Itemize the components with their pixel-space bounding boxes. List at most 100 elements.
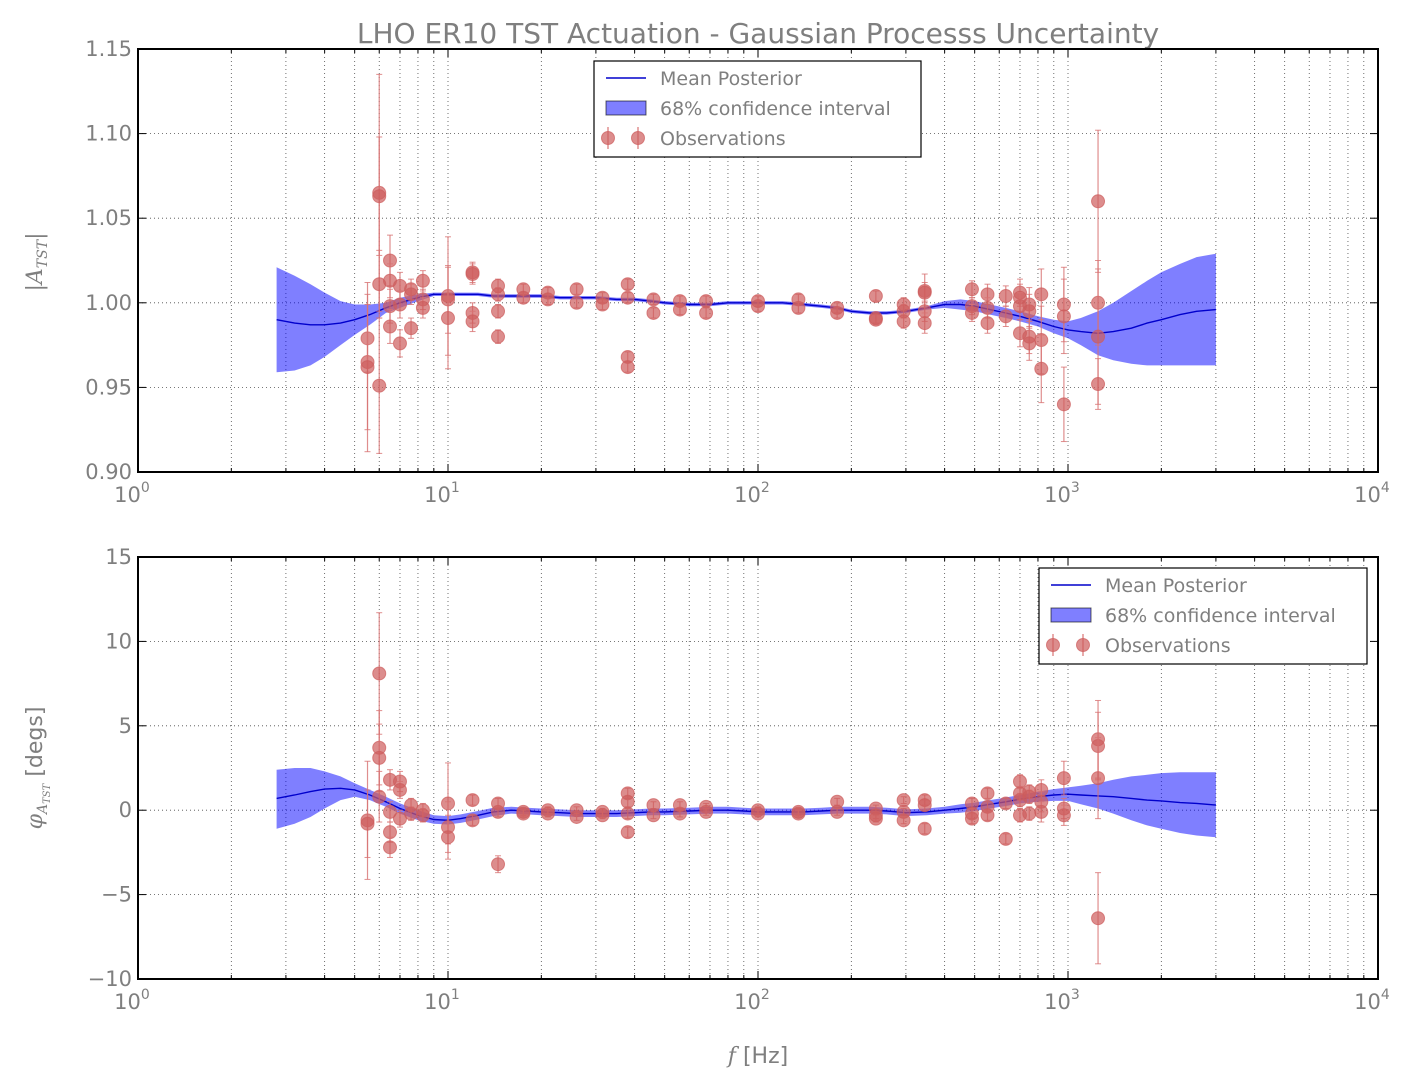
marker	[998, 309, 1013, 324]
marker	[964, 305, 979, 320]
observation-point	[415, 297, 430, 319]
legend-entry: 68% confidence interval	[660, 98, 891, 120]
plot-area	[276, 73, 1216, 454]
marker	[917, 316, 932, 331]
observation-point	[751, 806, 765, 821]
y-tick-label: 1.15	[85, 37, 132, 61]
observation-point	[980, 786, 995, 801]
svg-text:φATST [degs]: φATST [degs]	[23, 707, 53, 830]
marker	[791, 806, 806, 821]
marker	[1022, 304, 1037, 319]
observation-point	[465, 793, 480, 808]
observation-point	[980, 808, 995, 823]
observation-point	[1091, 358, 1106, 410]
observation-point	[646, 305, 661, 320]
marker	[917, 285, 932, 300]
y-tick-label: 0.95	[85, 375, 132, 399]
observation-point	[620, 794, 635, 809]
x-tick-label: 101	[424, 987, 460, 1014]
marker	[441, 830, 455, 845]
observation-point	[1091, 872, 1106, 965]
marker	[491, 804, 506, 819]
legend: Mean Posterior 68% confidence interval Obs…	[593, 60, 922, 158]
legend-frame	[1038, 567, 1368, 665]
marker	[620, 806, 635, 821]
observation-point	[917, 798, 932, 813]
observation-point	[491, 329, 506, 344]
observation-point	[998, 831, 1013, 846]
marker	[917, 798, 932, 813]
marker	[964, 282, 979, 297]
legend-marker-swatch	[1046, 638, 1060, 652]
marker	[383, 804, 398, 819]
marker	[751, 299, 765, 314]
marker	[998, 289, 1013, 304]
observation-point	[699, 305, 714, 320]
y-tick-label: 1.10	[85, 122, 132, 146]
legend-entry: Mean Posterior	[1105, 575, 1247, 597]
marker	[1091, 329, 1106, 344]
observation-point	[646, 798, 661, 813]
marker	[1091, 911, 1106, 926]
marker	[980, 300, 995, 315]
marker	[980, 316, 995, 331]
x-tick-label: 101	[424, 480, 460, 507]
observation-point	[540, 806, 555, 821]
marker	[620, 794, 635, 809]
marker	[1056, 808, 1071, 823]
marker	[1034, 804, 1049, 819]
marker	[964, 811, 979, 826]
observation-point	[415, 270, 430, 292]
observation-point	[964, 303, 979, 322]
observation-point	[372, 136, 387, 256]
observation-point	[896, 314, 911, 329]
observation-point	[372, 770, 387, 823]
y-tick-label: 1.00	[85, 291, 132, 315]
marker	[392, 297, 407, 312]
plot-area	[276, 612, 1216, 965]
marker	[896, 314, 911, 329]
marker	[383, 840, 398, 855]
observation-point	[415, 808, 430, 823]
marker	[998, 796, 1013, 811]
marker	[465, 793, 480, 808]
x-tick-label: 103	[1044, 480, 1080, 507]
observation-point	[1034, 801, 1049, 823]
x-tick-label: 100	[114, 987, 150, 1014]
marker	[672, 302, 687, 317]
observation-point	[646, 292, 661, 307]
observation-point	[964, 811, 979, 826]
marker	[404, 287, 419, 302]
observation-point	[917, 312, 932, 334]
marker	[372, 666, 387, 681]
legend: Mean Posterior 68% confidence interval Obs…	[1038, 567, 1368, 665]
observation-point	[383, 309, 398, 344]
marker	[980, 786, 995, 801]
marker	[595, 297, 610, 312]
observation-point	[491, 855, 506, 874]
observation-point	[1034, 268, 1049, 321]
observation-point	[980, 312, 995, 334]
marker	[465, 267, 480, 282]
x-tick-label: 103	[1044, 987, 1080, 1014]
observation-point	[699, 294, 714, 309]
y-tick-label: 0	[119, 798, 132, 822]
marker	[1022, 336, 1037, 351]
marker	[404, 321, 419, 336]
observation-point	[620, 360, 635, 375]
observation-point	[896, 793, 911, 808]
marker	[830, 804, 845, 819]
marker	[791, 300, 806, 315]
marker	[569, 295, 584, 310]
x-tick-label: 104	[1354, 987, 1390, 1014]
observation-point	[516, 806, 531, 821]
magnitude-ylabel-text: |A	[23, 268, 48, 291]
observation-point	[620, 290, 635, 305]
marker	[491, 857, 506, 872]
observation-point	[540, 292, 555, 307]
observation-point	[441, 266, 455, 370]
marker	[699, 294, 714, 309]
observation-point	[672, 806, 687, 821]
marker	[980, 808, 995, 823]
marker	[620, 825, 635, 840]
